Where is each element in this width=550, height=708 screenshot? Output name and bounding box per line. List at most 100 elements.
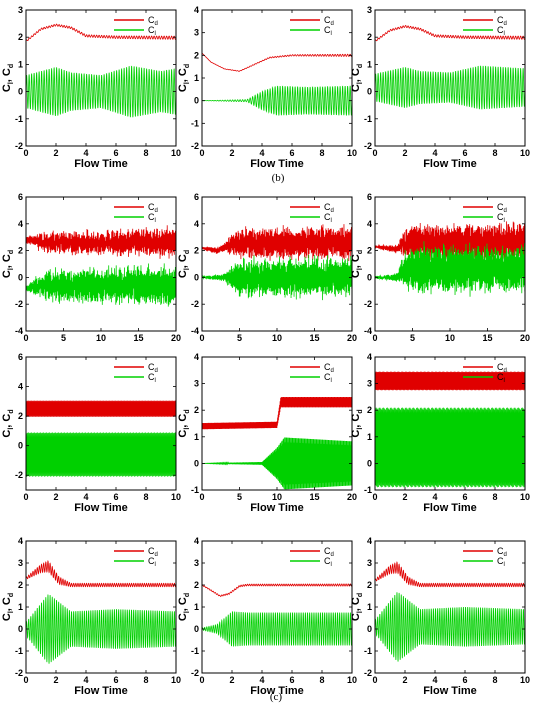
x-tick-label: 2: [53, 492, 58, 502]
y-tick-label: 2: [194, 246, 199, 256]
y-axis-label-part: , C: [1, 597, 13, 611]
x-tick-label: 2: [229, 675, 234, 685]
y-axis-label-sub: l: [8, 611, 15, 613]
y-tick-label: 6: [367, 192, 372, 202]
y-axis-label-sub: d: [8, 409, 15, 413]
y-tick-label: 0: [194, 458, 199, 468]
y-axis-label: Cl, Cd: [350, 409, 364, 437]
y-tick-label: 4: [367, 352, 372, 362]
y-tick-label: 2: [194, 580, 199, 590]
y-axis-label-sub: l: [184, 82, 191, 84]
y-axis-label: Cl, Cd: [177, 593, 191, 621]
y-axis-label-part: , C: [1, 254, 13, 268]
y-tick-label: 0: [367, 272, 372, 282]
series-line-cd: [375, 561, 525, 588]
x-tick-label: 8: [492, 675, 497, 685]
y-tick-label: 0: [367, 624, 372, 634]
legend-subscript: d: [155, 21, 158, 27]
legend-label-cd: Cd: [148, 546, 158, 558]
y-axis-label-sub: d: [184, 593, 191, 597]
x-tick-label: 5: [61, 333, 66, 343]
y-axis-label: Cl, Cd: [350, 64, 364, 92]
x-tick-label: 0: [23, 148, 28, 158]
y-axis-label-part: C: [350, 430, 362, 438]
legend-subscript: d: [155, 552, 158, 558]
y-axis-label: Cl, Cd: [177, 250, 191, 278]
y-axis-label-part: , C: [350, 254, 362, 268]
x-tick-label: 0: [23, 333, 28, 343]
y-axis-label-part: C: [177, 84, 189, 92]
x-tick-label: 15: [309, 333, 319, 343]
y-tick-label: 1: [194, 432, 199, 442]
legend-label-cd: Cd: [148, 202, 158, 214]
legend-subscript: d: [504, 208, 507, 214]
x-tick-label: 10: [445, 333, 455, 343]
x-tick-label: 2: [53, 148, 58, 158]
legend-label-cd: Cd: [148, 362, 158, 374]
x-tick-label: 4: [83, 148, 88, 158]
x-tick-label: 2: [402, 675, 407, 685]
legend-symbol: C: [148, 362, 155, 372]
legend-label-cd: Cd: [324, 362, 334, 374]
x-tick-label: 4: [83, 492, 88, 502]
y-tick-label: 6: [18, 352, 23, 362]
x-tick-label: 2: [53, 675, 58, 685]
x-tick-label: 10: [171, 148, 181, 158]
series-line-cd: [26, 23, 176, 42]
legend-subscript: l: [155, 218, 156, 224]
legend-symbol: C: [497, 556, 504, 566]
y-tick-label: 3: [194, 379, 199, 389]
y-axis-label-sub: d: [184, 64, 191, 68]
y-tick-label: 4: [194, 219, 199, 229]
x-tick-label: 0: [199, 333, 204, 343]
legend-symbol: C: [324, 546, 331, 556]
y-tick-label: 3: [367, 5, 372, 15]
x-axis-label: Flow Time: [74, 502, 128, 514]
x-tick-label: 0: [372, 333, 377, 343]
y-axis-label-part: , C: [177, 414, 189, 428]
legend-symbol: C: [497, 25, 504, 35]
y-tick-label: 4: [367, 219, 372, 229]
x-tick-label: 8: [143, 148, 148, 158]
y-axis-label: Cl, Cd: [1, 409, 15, 437]
x-tick-label: 10: [520, 675, 530, 685]
y-tick-label: 2: [367, 246, 372, 256]
y-tick-label: 2: [194, 405, 199, 415]
x-tick-label: 0: [23, 492, 28, 502]
y-axis-label-sub: l: [8, 268, 15, 270]
y-tick-label: -2: [15, 141, 23, 151]
y-tick-label: -1: [15, 114, 23, 124]
series-line-cd: [375, 371, 525, 391]
x-tick-label: 8: [319, 675, 324, 685]
y-axis-label-sub: d: [357, 409, 364, 413]
legend-symbol: C: [497, 212, 504, 222]
y-tick-label: 4: [18, 536, 23, 546]
series-line-cd: [26, 225, 176, 259]
legend-label-cd: Cd: [324, 202, 334, 214]
y-tick-label: 2: [18, 580, 23, 590]
y-axis-label-part: C: [177, 613, 189, 621]
x-tick-label: 2: [402, 148, 407, 158]
x-tick-label: 20: [347, 492, 357, 502]
x-tick-label: 10: [520, 148, 530, 158]
y-tick-label: 0: [367, 458, 372, 468]
x-tick-label: 8: [143, 675, 148, 685]
legend-subscript: l: [504, 378, 505, 384]
x-tick-label: 2: [229, 148, 234, 158]
y-axis-label-sub: d: [8, 593, 15, 597]
y-axis-label-part: , C: [350, 414, 362, 428]
legend-symbol: C: [148, 556, 155, 566]
x-tick-label: 0: [372, 492, 377, 502]
x-axis-label: Flow Time: [250, 502, 304, 514]
y-axis-label-part: , C: [350, 597, 362, 611]
x-tick-label: 0: [372, 675, 377, 685]
x-tick-label: 4: [83, 675, 88, 685]
y-tick-label: 0: [194, 96, 199, 106]
legend-label-cl: Cl: [324, 25, 332, 37]
legend-label-cl: Cl: [148, 212, 156, 224]
y-tick-label: 1: [18, 602, 23, 612]
